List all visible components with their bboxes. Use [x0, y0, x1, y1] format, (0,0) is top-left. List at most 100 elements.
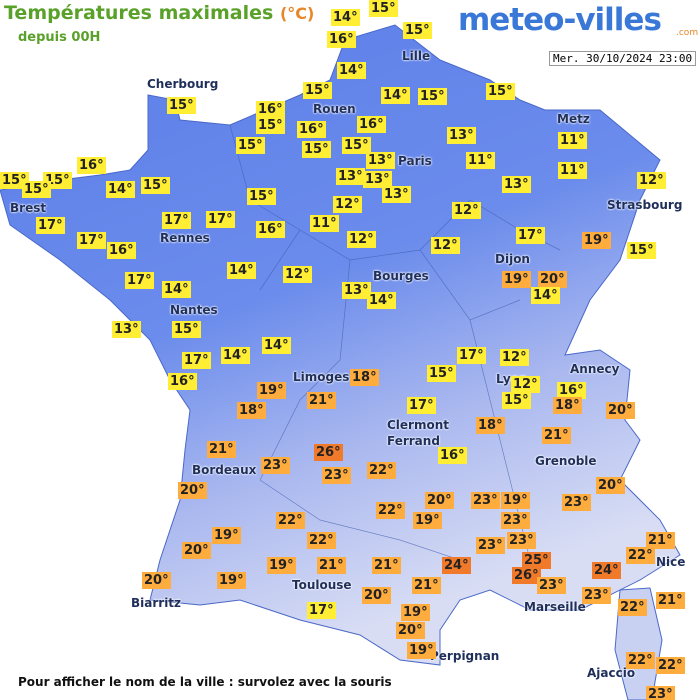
temperature-label[interactable]: 14° — [227, 262, 256, 279]
temperature-label[interactable]: 12° — [500, 349, 529, 366]
city-name[interactable]: Grenoble — [535, 454, 597, 468]
temperature-label[interactable]: 20° — [178, 482, 207, 499]
city-name[interactable]: Clermont — [387, 418, 450, 432]
temperature-label[interactable]: 14° — [221, 347, 250, 364]
temperature-label[interactable]: 15° — [167, 97, 196, 114]
temperature-label[interactable]: 12° — [637, 172, 666, 189]
temperature-label[interactable]: 23° — [562, 494, 591, 511]
temperature-label[interactable]: 19° — [501, 492, 530, 509]
temperature-label[interactable]: 19° — [401, 604, 430, 621]
temperature-label[interactable]: 18° — [553, 397, 582, 414]
city-name[interactable]: Metz — [557, 112, 590, 126]
temperature-label[interactable]: 19° — [257, 382, 286, 399]
temperature-label[interactable]: 17° — [206, 211, 235, 228]
temperature-label[interactable]: 16° — [327, 31, 356, 48]
temperature-label[interactable]: 15° — [342, 137, 371, 154]
temperature-label[interactable]: 19° — [217, 572, 246, 589]
temperature-label[interactable]: 23° — [507, 532, 536, 549]
temperature-label[interactable]: 12° — [333, 196, 362, 213]
temperature-label[interactable]: 13° — [382, 186, 411, 203]
temperature-label[interactable]: 12° — [283, 266, 312, 283]
temperature-label[interactable]: 20° — [182, 542, 211, 559]
temperature-label[interactable]: 17° — [162, 212, 191, 229]
temperature-label[interactable]: 17° — [457, 347, 486, 364]
temperature-label[interactable]: 16° — [357, 116, 386, 133]
temperature-label[interactable]: 12° — [347, 231, 376, 248]
temperature-label[interactable]: 18° — [237, 402, 266, 419]
temperature-label[interactable]: 16° — [77, 157, 106, 174]
temperature-label[interactable]: 15° — [502, 392, 531, 409]
temperature-label[interactable]: 12° — [511, 376, 540, 393]
city-name[interactable]: Ferrand — [387, 434, 440, 448]
temperature-label[interactable]: 25° — [522, 552, 551, 569]
temperature-label[interactable]: 21° — [542, 427, 571, 444]
temperature-label[interactable]: 12° — [431, 237, 460, 254]
city-name[interactable]: Annecy — [570, 362, 620, 376]
temperature-label[interactable]: 20° — [538, 271, 567, 288]
city-name[interactable]: Perpignan — [430, 649, 500, 663]
temperature-label[interactable]: 22° — [276, 512, 305, 529]
temperature-label[interactable]: 14° — [531, 287, 560, 304]
temperature-label[interactable]: 23° — [582, 587, 611, 604]
temperature-label[interactable]: 17° — [182, 352, 211, 369]
temperature-label[interactable]: 24° — [592, 562, 621, 579]
city-name[interactable]: Ajaccio — [587, 666, 636, 680]
temperature-label[interactable]: 20° — [425, 492, 454, 509]
city-name[interactable]: Cherbourg — [147, 77, 219, 91]
temperature-label[interactable]: 22° — [656, 657, 685, 674]
temperature-label[interactable]: 22° — [307, 532, 336, 549]
temperature-label[interactable]: 15° — [418, 88, 447, 105]
temperature-label[interactable]: 18° — [350, 369, 379, 386]
city-name[interactable]: Bordeaux — [192, 463, 257, 477]
temperature-label[interactable]: 11° — [310, 215, 339, 232]
temperature-label[interactable]: 17° — [407, 397, 436, 414]
temperature-label[interactable]: 24° — [442, 557, 471, 574]
temperature-label[interactable]: 21° — [317, 557, 346, 574]
temperature-label[interactable]: 19° — [413, 512, 442, 529]
temperature-label[interactable]: 13° — [363, 171, 392, 188]
temperature-label[interactable]: 15° — [486, 83, 515, 100]
temperature-label[interactable]: 13° — [502, 176, 531, 193]
temperature-label[interactable]: 22° — [376, 502, 405, 519]
temperature-label[interactable]: 15° — [369, 0, 398, 17]
temperature-label[interactable]: 17° — [77, 232, 106, 249]
temperature-label[interactable]: 23° — [501, 512, 530, 529]
temperature-label[interactable]: 19° — [502, 271, 531, 288]
temperature-label[interactable]: 23° — [261, 457, 290, 474]
temperature-label[interactable]: 15° — [172, 321, 201, 338]
temperature-label[interactable]: 23° — [322, 467, 351, 484]
temperature-label[interactable]: 17° — [307, 602, 336, 619]
temperature-label[interactable]: 19° — [212, 527, 241, 544]
temperature-label[interactable]: 21° — [412, 577, 441, 594]
temperature-label[interactable]: 13° — [342, 282, 371, 299]
temperature-label[interactable]: 13° — [447, 127, 476, 144]
temperature-label[interactable]: 11° — [558, 162, 587, 179]
temperature-label[interactable]: 19° — [582, 232, 611, 249]
temperature-label[interactable]: 21° — [656, 592, 685, 609]
temperature-label[interactable]: 16° — [107, 242, 136, 259]
temperature-label[interactable]: 19° — [407, 642, 436, 659]
temperature-label[interactable]: 26° — [314, 444, 343, 461]
temperature-label[interactable]: 16° — [256, 221, 285, 238]
temperature-label[interactable]: 15° — [627, 242, 656, 259]
temperature-label[interactable]: 23° — [476, 537, 505, 554]
temperature-label[interactable]: 15° — [403, 22, 432, 39]
city-name[interactable]: Brest — [10, 201, 47, 215]
temperature-label[interactable]: 21° — [372, 557, 401, 574]
temperature-label[interactable]: 15° — [0, 172, 29, 189]
temperature-label[interactable]: 13° — [366, 152, 395, 169]
temperature-label[interactable]: 14° — [331, 9, 360, 26]
temperature-label[interactable]: 12° — [452, 202, 481, 219]
temperature-label[interactable]: 22° — [626, 652, 655, 669]
temperature-label[interactable]: 14° — [262, 337, 291, 354]
temperature-label[interactable]: 11° — [558, 132, 587, 149]
city-name[interactable]: Nice — [656, 555, 686, 569]
city-name[interactable]: Nantes — [170, 303, 218, 317]
temperature-label[interactable]: 17° — [36, 217, 65, 234]
temperature-label[interactable]: 15° — [256, 117, 285, 134]
temperature-label[interactable]: 18° — [476, 417, 505, 434]
city-name[interactable]: Marseille — [524, 600, 586, 614]
temperature-label[interactable]: 13° — [336, 168, 365, 185]
temperature-label[interactable]: 14° — [367, 292, 396, 309]
temperature-label[interactable]: 16° — [557, 382, 586, 399]
